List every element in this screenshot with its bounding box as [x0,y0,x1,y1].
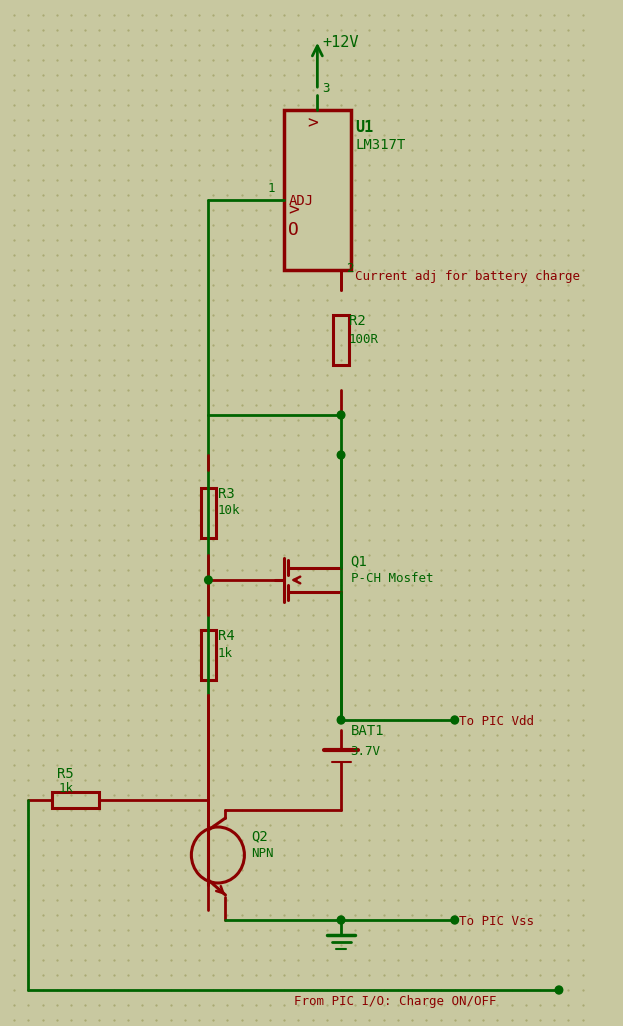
Text: R2: R2 [349,314,365,328]
Text: P-CH Mosfet: P-CH Mosfet [351,573,433,585]
Text: Q2: Q2 [251,829,268,843]
Text: U1: U1 [355,120,374,135]
Text: From PIC I/O: Charge ON/OFF: From PIC I/O: Charge ON/OFF [293,995,496,1008]
Text: To PIC Vdd: To PIC Vdd [460,715,535,728]
Text: To PIC Vss: To PIC Vss [460,915,535,928]
Text: 3.7V: 3.7V [351,745,381,758]
Circle shape [555,986,563,994]
Text: +12V: +12V [322,35,359,50]
Circle shape [337,451,345,459]
Text: LM317T: LM317T [355,139,406,152]
Text: 10k: 10k [218,505,240,517]
Circle shape [204,576,212,584]
Text: BAT1: BAT1 [351,724,384,738]
Text: 1k: 1k [218,647,233,660]
Circle shape [451,716,459,724]
Text: ADJ: ADJ [289,194,314,208]
Text: 1: 1 [267,182,275,195]
Text: R3: R3 [218,486,235,501]
Circle shape [451,916,459,924]
Text: >: > [307,114,318,132]
Text: 100R: 100R [349,333,379,346]
Circle shape [337,916,345,924]
Text: R5: R5 [57,767,74,781]
Text: R4: R4 [218,629,235,643]
Text: 2: 2 [346,262,353,275]
Text: Current adj for battery charge: Current adj for battery charge [355,270,580,283]
Text: 3: 3 [322,82,330,95]
FancyBboxPatch shape [284,110,351,270]
Text: Q1: Q1 [351,554,368,568]
Text: O: O [288,221,299,239]
Circle shape [337,716,345,724]
Text: >: > [288,201,299,219]
Circle shape [337,411,345,419]
Text: 1k: 1k [59,782,74,795]
Text: NPN: NPN [251,847,273,860]
